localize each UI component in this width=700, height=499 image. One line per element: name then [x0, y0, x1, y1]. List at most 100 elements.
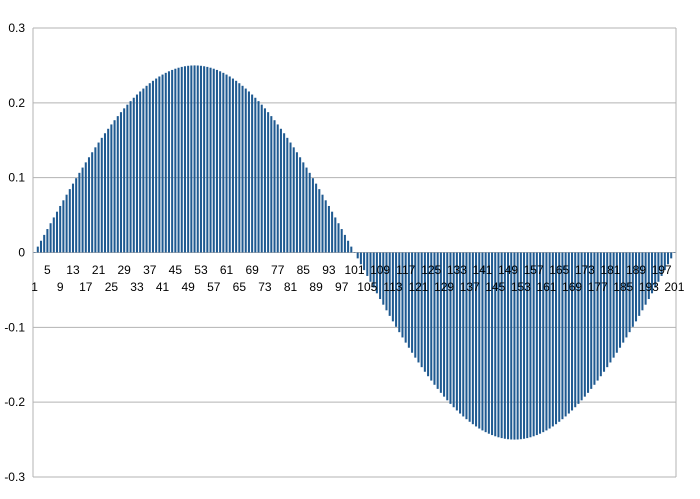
- bar: [647, 252, 650, 300]
- x-tick-label: 165: [549, 263, 569, 277]
- bar: [638, 252, 641, 316]
- x-tick-label: 177: [588, 280, 608, 294]
- bar: [670, 252, 673, 259]
- bar: [222, 72, 225, 253]
- bar: [657, 252, 660, 282]
- bar: [555, 252, 558, 425]
- x-tick-label: 37: [143, 263, 157, 277]
- bar: [503, 252, 506, 439]
- x-tick-label: 93: [322, 263, 336, 277]
- bar: [590, 252, 593, 389]
- bar: [353, 252, 356, 253]
- bar: [113, 120, 116, 253]
- bar: [650, 252, 654, 294]
- bar: [359, 252, 362, 265]
- bar: [334, 217, 337, 253]
- bar: [123, 108, 126, 253]
- bar: [129, 101, 132, 253]
- bar: [398, 252, 401, 333]
- bar: [84, 162, 87, 253]
- bar: [558, 252, 561, 422]
- bar: [625, 252, 628, 338]
- bar: [523, 252, 526, 439]
- bar: [497, 252, 500, 438]
- bar: [180, 66, 183, 253]
- x-tick-label: 65: [233, 280, 247, 294]
- x-tick-label: 33: [130, 280, 144, 294]
- bar: [481, 252, 484, 431]
- bar: [507, 252, 510, 440]
- bar: [596, 252, 599, 381]
- bar: [65, 194, 68, 253]
- bar: [583, 252, 586, 397]
- bar: [295, 152, 298, 253]
- x-tick-label: 73: [258, 280, 272, 294]
- bar: [340, 229, 343, 253]
- x-tick-label: 181: [600, 263, 620, 277]
- bar: [443, 252, 446, 397]
- bar: [391, 252, 394, 322]
- bar: [452, 252, 455, 408]
- x-tick-label: 117: [396, 263, 415, 277]
- x-tick-label: 157: [524, 263, 544, 277]
- bar: [193, 65, 196, 253]
- x-tick-label: 129: [434, 280, 454, 294]
- y-tick-label: 0.1: [8, 171, 25, 185]
- bar: [299, 157, 302, 253]
- bar: [49, 223, 52, 253]
- bar: [132, 97, 135, 253]
- x-tick-label: 201: [664, 280, 684, 294]
- bar: [110, 124, 113, 253]
- bar: [491, 252, 494, 436]
- bar: [71, 183, 75, 253]
- bar: [606, 252, 609, 368]
- bar: [539, 252, 542, 434]
- bar: [468, 252, 471, 422]
- bar: [315, 183, 318, 253]
- bar: [119, 112, 122, 253]
- x-tick-label: 17: [79, 280, 93, 294]
- bar: [289, 142, 292, 253]
- bar: [283, 133, 286, 253]
- bar: [270, 116, 273, 253]
- bar: [151, 80, 154, 253]
- bar: [174, 68, 177, 253]
- bar: [574, 252, 577, 408]
- bar: [263, 108, 266, 253]
- x-tick-label: 141: [472, 263, 492, 277]
- bar: [519, 252, 522, 440]
- bar: [455, 252, 458, 411]
- bar: [631, 252, 634, 327]
- bar: [535, 252, 538, 436]
- bar: [427, 252, 430, 377]
- bar: [116, 116, 119, 253]
- x-tick-label: 105: [357, 280, 377, 294]
- bar: [510, 252, 513, 440]
- bar: [548, 252, 551, 429]
- bar: [52, 217, 55, 253]
- bar: [164, 72, 167, 253]
- x-tick-label: 161: [536, 280, 556, 294]
- bar: [235, 80, 238, 253]
- bar: [347, 240, 350, 253]
- bar: [212, 68, 215, 253]
- bar: [673, 252, 676, 253]
- bar: [516, 252, 519, 440]
- bar: [337, 223, 340, 253]
- bar: [206, 66, 209, 253]
- bar: [321, 194, 324, 253]
- x-tick-label: 125: [421, 263, 441, 277]
- bar: [260, 104, 263, 253]
- bar: [388, 252, 391, 316]
- bar: [308, 172, 311, 253]
- bar: [292, 147, 295, 253]
- bar: [43, 234, 46, 253]
- bar: [81, 167, 84, 253]
- bar: [318, 189, 321, 253]
- bar: [94, 147, 97, 253]
- x-tick-label: 53: [194, 263, 208, 277]
- x-tick-label: 137: [460, 280, 480, 294]
- x-tick-label: 149: [498, 263, 518, 277]
